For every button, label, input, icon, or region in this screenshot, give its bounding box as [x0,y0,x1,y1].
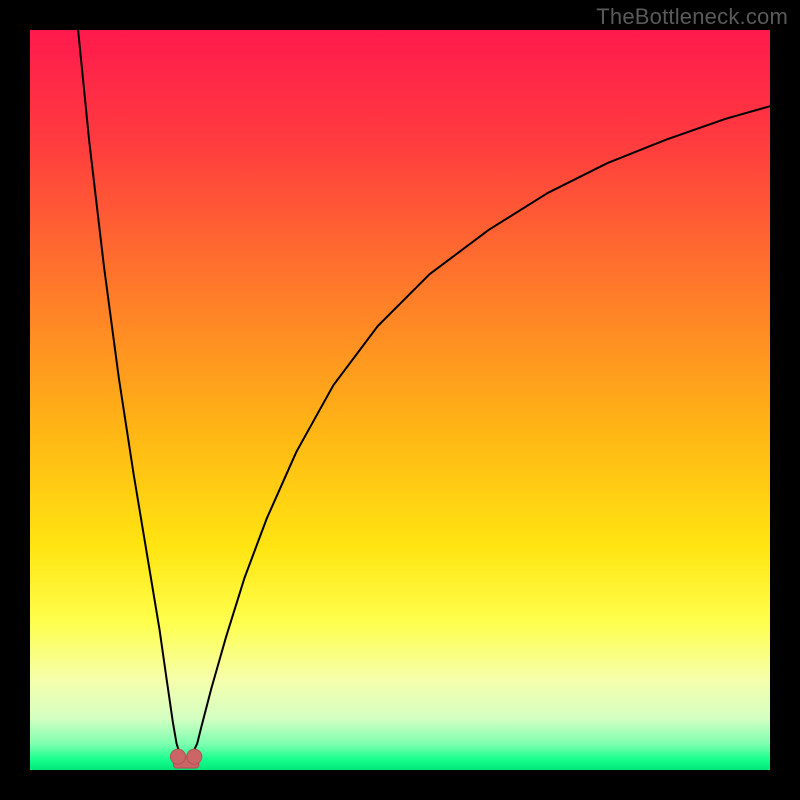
bottom-marker-cap-0 [171,749,186,764]
watermark-text: TheBottleneck.com [596,4,788,30]
bottom-marker-cap-1 [187,749,202,764]
chart-container: TheBottleneck.com [0,0,800,800]
bottleneck-chart [0,0,800,800]
plot-background [30,30,770,770]
